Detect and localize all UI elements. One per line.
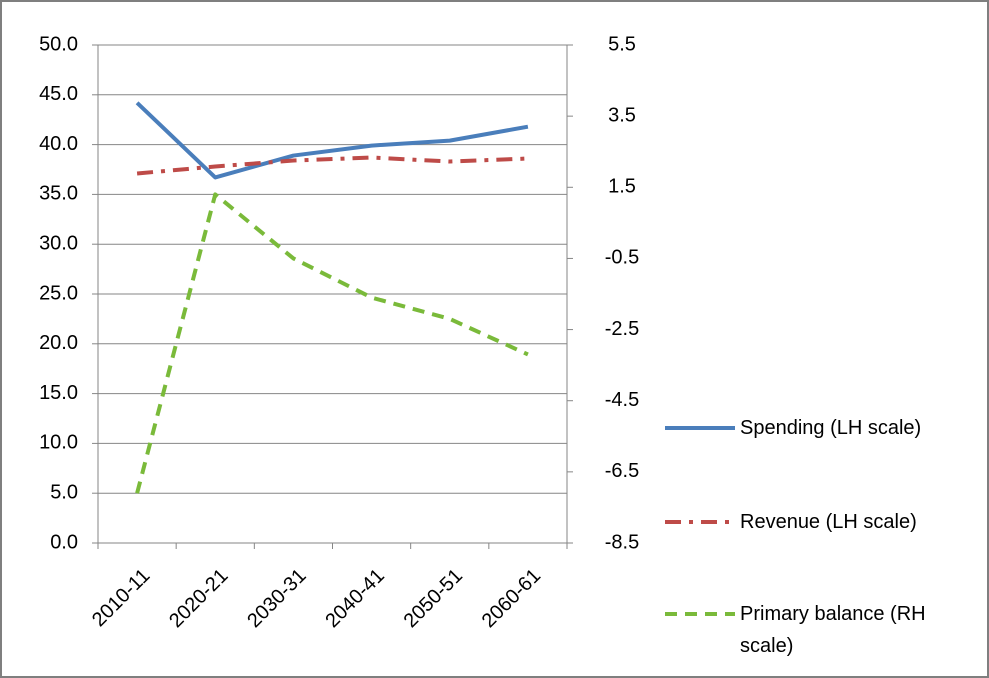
- y-tick-label: 0.0: [50, 531, 78, 553]
- y2-tick-label: 5.5: [608, 33, 636, 55]
- x-tick-label: 2040-41: [321, 565, 388, 632]
- y-tick-label: 5.0: [50, 481, 78, 503]
- y-tick-label: 50.0: [39, 33, 78, 55]
- y-tick-label: 40.0: [39, 133, 78, 155]
- y-tick-label: 45.0: [39, 83, 78, 105]
- y-tick-label: 10.0: [39, 432, 78, 454]
- x-tick-label: 2060-61: [478, 565, 545, 632]
- y-tick-label: 15.0: [39, 382, 78, 404]
- x-tick-label: 2030-31: [243, 565, 310, 632]
- series-line: [136, 155, 528, 176]
- y2-tick-label: -6.5: [605, 460, 639, 482]
- y2-tick-label: -2.5: [605, 318, 639, 340]
- legend-label: Revenue (LH scale): [740, 511, 917, 533]
- x-tick-label: 2020-21: [165, 565, 232, 632]
- y2-tick-label: 1.5: [608, 176, 636, 198]
- y-tick-label: 35.0: [39, 183, 78, 205]
- y-tick-label: 30.0: [39, 232, 78, 254]
- legend-label: Primary balance (RH scale): [740, 603, 926, 657]
- y2-tick-label: -4.5: [605, 389, 639, 411]
- y2-tick-label: -0.5: [605, 247, 639, 269]
- x-tick-label: 2010-11: [88, 565, 154, 631]
- y2-tick-label: -8.5: [605, 531, 639, 553]
- y2-tick-label: 3.5: [608, 104, 636, 126]
- y-tick-label: 25.0: [39, 282, 78, 304]
- series-line: [135, 101, 529, 180]
- legend-label: Spending (LH scale): [740, 417, 922, 439]
- x-tick-label: 2050-51: [400, 565, 467, 632]
- y-tick-label: 20.0: [39, 332, 78, 354]
